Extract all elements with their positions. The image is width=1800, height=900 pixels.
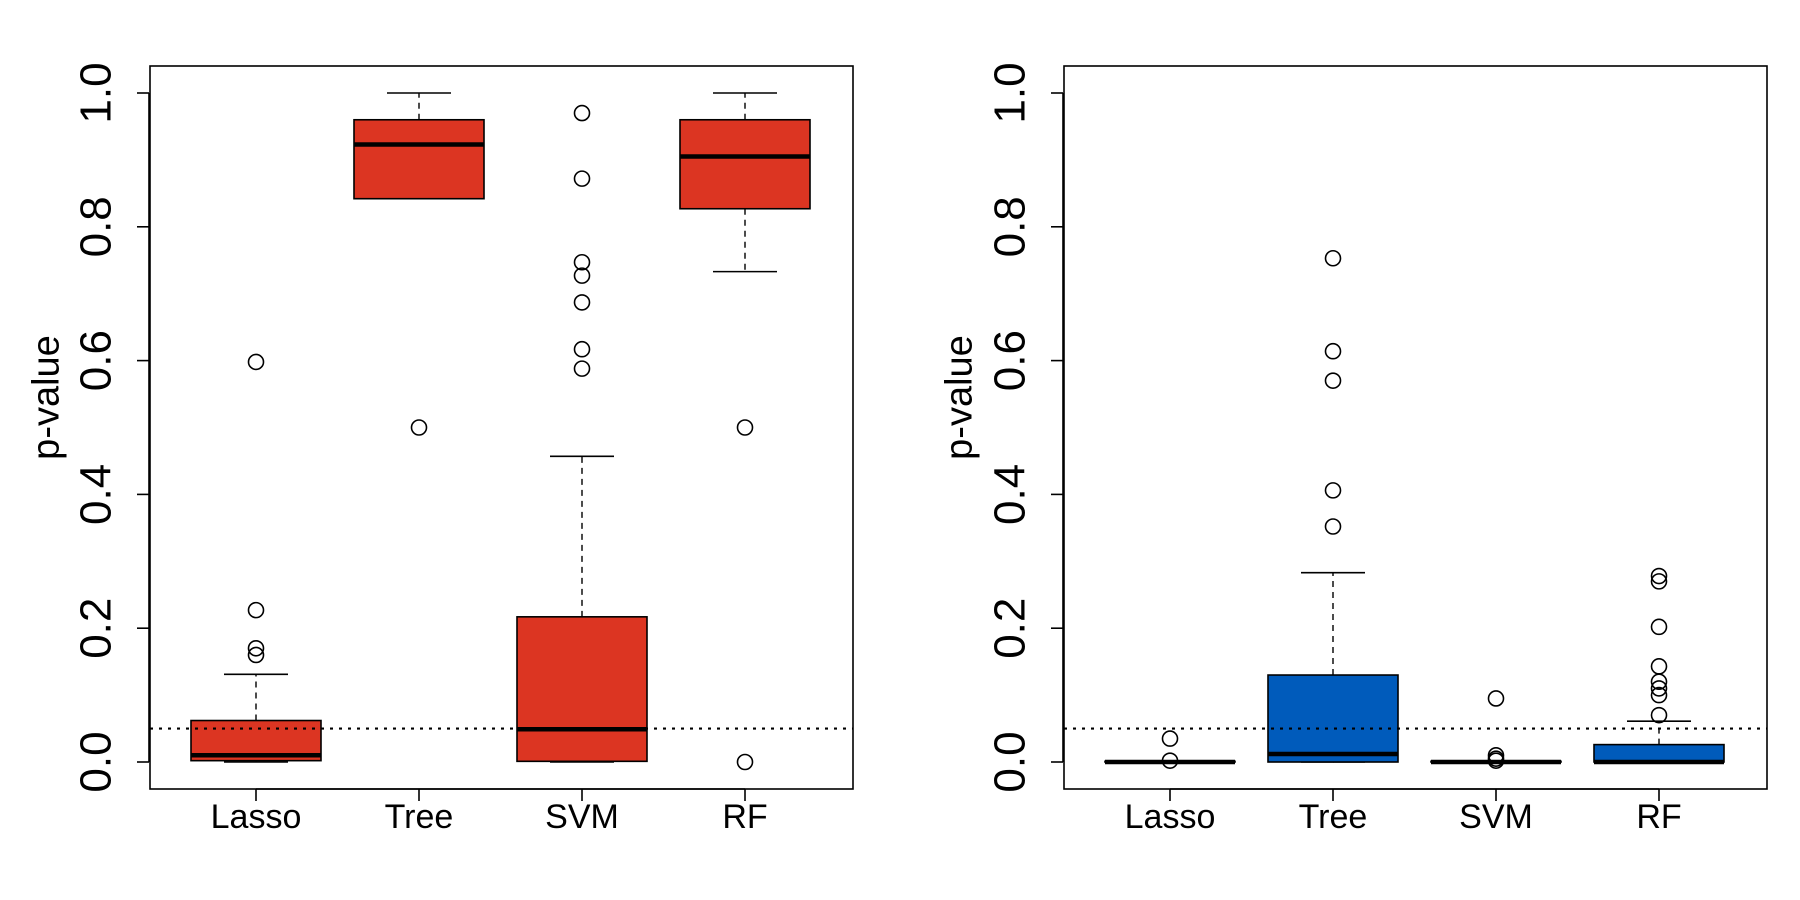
x-category-label: Lasso <box>1125 798 1216 836</box>
y-tick-label: 0.0 <box>985 731 1034 792</box>
box-iqr <box>516 616 648 763</box>
outlier-point <box>1650 658 1668 675</box>
box-iqr <box>353 118 485 200</box>
outlier-point <box>1161 730 1179 747</box>
box-iqr <box>679 118 811 210</box>
outlier-point <box>247 353 265 371</box>
outlier-point <box>573 104 591 122</box>
x-category-label: RF <box>1636 798 1681 836</box>
x-category-label: SVM <box>1459 798 1533 836</box>
outlier-point <box>410 419 428 436</box>
outlier-point <box>573 170 591 187</box>
outlier-point <box>1650 706 1668 724</box>
outlier-point <box>736 753 754 771</box>
x-category-label: Tree <box>385 798 454 836</box>
outlier-point <box>1487 690 1505 707</box>
outlier-point <box>1650 618 1668 636</box>
outlier-point <box>1650 573 1668 590</box>
y-tick-label: 0.6 <box>985 330 1034 391</box>
outlier-point <box>1650 680 1668 697</box>
y-tick-label: 0.2 <box>985 598 1034 659</box>
y-tick-label: 1.0 <box>71 62 120 123</box>
y-tick-label: 0.8 <box>985 196 1034 257</box>
outlier-point <box>247 639 265 657</box>
box-iqr <box>1593 743 1725 763</box>
y-tick-label: 0.8 <box>71 196 120 257</box>
outlier-point <box>573 294 591 311</box>
box-tree <box>1267 249 1399 763</box>
y-tick-label: 1.0 <box>985 62 1034 123</box>
x-category-label: SVM <box>545 798 619 836</box>
x-category-label: RF <box>722 798 767 836</box>
x-category-label: Lasso <box>211 798 302 836</box>
outlier-point <box>1650 567 1668 585</box>
box-tree <box>353 92 485 436</box>
box-svm <box>1430 690 1562 769</box>
y-tick-label: 0.6 <box>71 330 120 391</box>
outlier-point <box>1324 342 1342 360</box>
outlier-point <box>1324 372 1342 389</box>
outlier-point <box>247 646 265 664</box>
outlier-point <box>247 601 265 619</box>
outlier-point <box>1650 686 1668 704</box>
y-tick-label: 0.4 <box>985 464 1034 525</box>
box-iqr <box>1267 674 1399 763</box>
box-rf <box>679 92 811 771</box>
y-axis-label: p-value <box>938 335 980 460</box>
outlier-point <box>573 360 591 377</box>
box-lasso <box>190 353 322 763</box>
outlier-point <box>573 267 591 284</box>
y-tick-label: 0.0 <box>71 731 120 792</box>
outlier-point <box>1161 752 1179 769</box>
box-rf <box>1593 567 1725 765</box>
box-svm <box>516 104 648 763</box>
y-tick-label: 0.4 <box>71 464 120 525</box>
outlier-point <box>573 253 591 271</box>
outlier-point <box>736 419 754 436</box>
outlier-point <box>1324 518 1342 535</box>
y-tick-label: 0.2 <box>71 598 120 659</box>
box-lasso <box>1104 730 1236 769</box>
outlier-point <box>1487 752 1505 769</box>
x-category-label: Tree <box>1299 798 1368 836</box>
outlier-point <box>1324 249 1342 267</box>
y-axis-label: p-value <box>25 335 67 460</box>
left-panel: 0.0 0.2 0.4 0.6 0.8 1.0 p-value Lasso Tree SVM RF <box>25 62 854 836</box>
outlier-point <box>1324 482 1342 499</box>
outlier-point <box>573 340 591 358</box>
right-panel: 0.0 0.2 0.4 0.6 0.8 1.0 p-value Lasso Tree SVM RF <box>938 62 1768 836</box>
